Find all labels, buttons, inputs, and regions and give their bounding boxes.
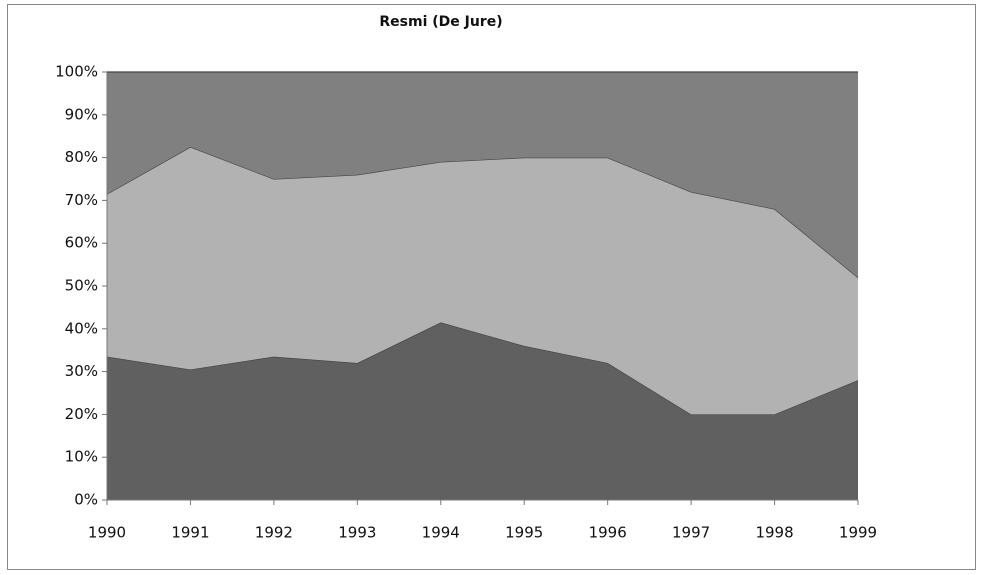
area-fill bbox=[107, 72, 858, 278]
y-tick-label: 70% bbox=[65, 191, 98, 209]
y-tick-label: 30% bbox=[65, 362, 98, 380]
x-tick-label: 1996 bbox=[589, 524, 627, 542]
x-tick-label: 1995 bbox=[505, 524, 543, 542]
area-fill bbox=[107, 322, 858, 500]
y-tick-label: 20% bbox=[65, 405, 98, 423]
y-tick-label: 100% bbox=[55, 63, 98, 81]
x-tick-label: 1993 bbox=[338, 524, 376, 542]
x-tick-label: 1991 bbox=[171, 524, 209, 542]
x-tick-label: 1998 bbox=[755, 524, 793, 542]
x-tick-label: 1992 bbox=[255, 524, 293, 542]
y-tick-label: 0% bbox=[74, 491, 98, 509]
y-tick-label: 90% bbox=[65, 105, 98, 123]
x-tick-label: 1990 bbox=[88, 524, 126, 542]
x-tick-label: 1994 bbox=[422, 524, 460, 542]
y-tick-label: 10% bbox=[65, 448, 98, 466]
chart-title: Resmi (De Jure) bbox=[379, 14, 502, 30]
area-fill bbox=[107, 146, 858, 415]
y-tick-label: 80% bbox=[65, 148, 98, 166]
x-tick-label: 1999 bbox=[839, 524, 877, 542]
x-tick-label: 1997 bbox=[672, 524, 710, 542]
y-tick-label: 60% bbox=[65, 234, 98, 252]
y-tick-label: 40% bbox=[65, 319, 98, 337]
y-tick-label: 50% bbox=[65, 277, 98, 295]
